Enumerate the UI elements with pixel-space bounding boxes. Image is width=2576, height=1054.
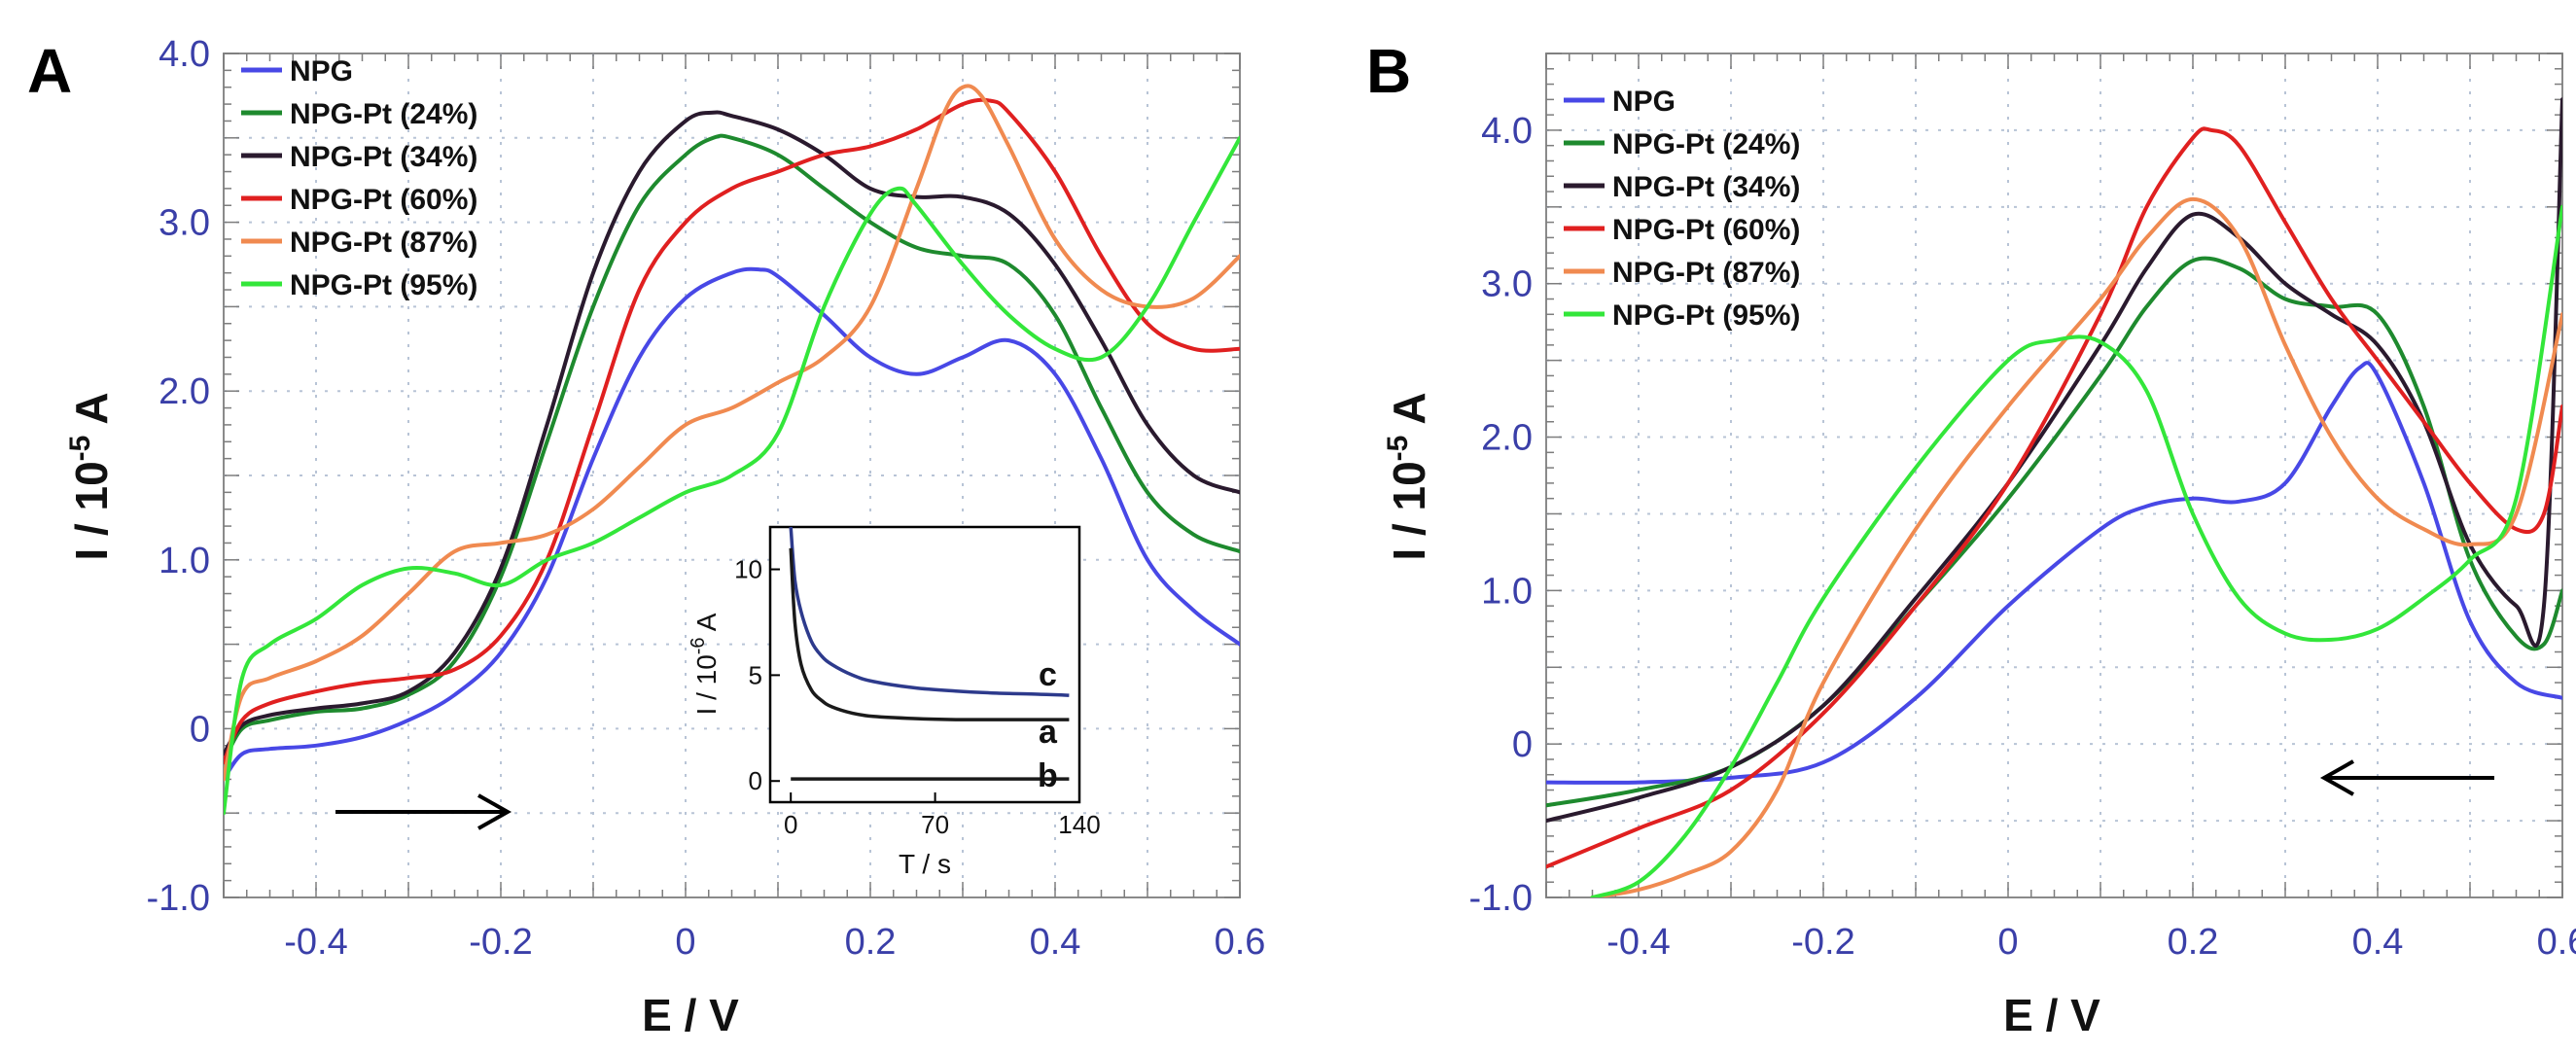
inset-x-tick-label: 0 xyxy=(784,810,797,839)
series-line xyxy=(224,84,1240,782)
x-tick-label: 0 xyxy=(1997,922,2018,963)
x-tick-label: -0.2 xyxy=(469,922,532,963)
y-tick-label: 2.0 xyxy=(159,371,210,412)
legend-label: NPG-Pt (87%) xyxy=(1612,257,1800,289)
x-tick-label: 0.2 xyxy=(845,922,897,963)
legend-label: NPG-Pt (95%) xyxy=(1612,299,1800,332)
series-line xyxy=(224,97,1240,765)
inset-frame xyxy=(768,525,1081,804)
x-tick-label: 0.2 xyxy=(2168,922,2219,963)
legend-label: NPG-Pt (34%) xyxy=(1612,171,1800,203)
inset-series-line xyxy=(789,527,1070,697)
x-axis-label: E / V xyxy=(642,990,739,1040)
legend-label: NPG-Pt (95%) xyxy=(290,269,477,301)
y-tick-label: 4.0 xyxy=(1481,111,1533,152)
legend-label: NPG-Pt (24%) xyxy=(290,98,477,130)
inset-x-axis-label: T / s xyxy=(899,849,951,879)
legend-label: NPG-Pt (24%) xyxy=(1612,128,1800,160)
legend-label: NPG xyxy=(1612,86,1676,118)
y-tick-label: -1.0 xyxy=(147,878,210,919)
series-line xyxy=(224,135,1240,816)
legend: NPG NPG-Pt (24%) NPG-Pt (34%) NPG-Pt (60%) N… xyxy=(241,55,477,301)
series-group xyxy=(1546,97,2562,897)
inset-x-tick-label: 70 xyxy=(921,810,949,839)
legend-label: NPG xyxy=(290,55,353,88)
inset-tick-marks xyxy=(770,568,1080,802)
series-line xyxy=(224,266,1240,782)
y-tick-label: 2.0 xyxy=(1481,418,1533,459)
y-tick-labels: -1.0 0 1.0 2.0 3.0 4.0 xyxy=(1469,111,1533,919)
inset-x-tick-label: 140 xyxy=(1058,810,1100,839)
x-tick-label: 0.4 xyxy=(2352,922,2404,963)
y-tick-label: 3.0 xyxy=(1481,264,1533,305)
inset-y-tick-label: 5 xyxy=(749,660,762,689)
inset-curve-labels: cab xyxy=(1038,656,1058,794)
y-tick-labels: -1.0 0 1.0 2.0 3.0 4.0 xyxy=(147,34,210,919)
panel-a: A -1.0 0 1.0 2.0 3.0 4.0 -0.4 -0.2 0 0.2 0.4 0.6 N… xyxy=(27,34,1265,1040)
x-tick-label: -0.2 xyxy=(1791,922,1854,963)
scan-direction-arrow-left xyxy=(2319,759,2494,796)
x-tick-label: -0.4 xyxy=(284,922,347,963)
y-tick-label: -1.0 xyxy=(1469,878,1533,919)
x-tick-label: 0 xyxy=(675,922,695,963)
series-line xyxy=(1590,196,2562,897)
series-line xyxy=(1546,126,2562,869)
inset-x-tick-labels: 0 70 140 xyxy=(784,810,1101,839)
series-line xyxy=(224,133,1240,765)
y-axis-label: I / 10-5 A xyxy=(1382,392,1434,560)
y-tick-label: 0 xyxy=(1512,724,1533,765)
x-tick-labels: -0.4 -0.2 0 0.2 0.4 0.6 xyxy=(1606,922,2576,963)
inset-curve-label: b xyxy=(1038,757,1058,794)
x-tick-label: -0.4 xyxy=(1606,922,1670,963)
inset-y-axis-label: I / 10-6 A xyxy=(688,613,722,715)
x-tick-label: 0.6 xyxy=(1215,922,1266,963)
inset-chart: 0 5 10 0 70 140 cab T / s I / 10-6 A xyxy=(688,525,1101,879)
inset-y-tick-label: 10 xyxy=(734,555,762,584)
y-tick-label: 1.0 xyxy=(1481,571,1533,612)
y-tick-label: 4.0 xyxy=(159,34,210,75)
inset-series-group xyxy=(789,527,1070,781)
legend-label: NPG-Pt (87%) xyxy=(290,227,477,259)
tick-marks xyxy=(223,53,1241,898)
legend-label: NPG-Pt (60%) xyxy=(290,184,477,216)
x-axis-label: E / V xyxy=(2003,990,2100,1040)
series-line xyxy=(1546,97,2562,824)
legend-label: NPG-Pt (34%) xyxy=(290,141,477,173)
inset-series-line xyxy=(789,547,1070,721)
legend: NPG NPG-Pt (24%) NPG-Pt (34%) NPG-Pt (60%) N… xyxy=(1564,86,1800,332)
panel-b: B -1.0 0 1.0 2.0 3.0 4.0 -0.4 -0.2 0 0.2 0.4 0.6 N… xyxy=(1366,36,2576,1040)
inset-y-tick-label: 0 xyxy=(749,766,762,795)
y-tick-label: 1.0 xyxy=(159,541,210,581)
inset-curve-label: c xyxy=(1039,656,1057,693)
x-tick-label: 0.4 xyxy=(1030,922,1081,963)
series-line xyxy=(1590,204,2562,897)
inset-y-tick-labels: 0 5 10 xyxy=(734,555,762,796)
series-line xyxy=(224,110,1240,756)
series-group xyxy=(224,84,1240,816)
y-axis-label: I / 10-5 A xyxy=(64,392,117,560)
y-tick-label: 3.0 xyxy=(159,203,210,244)
x-tick-label: 0.6 xyxy=(2537,922,2576,963)
x-tick-labels: -0.4 -0.2 0 0.2 0.4 0.6 xyxy=(284,922,1265,963)
series-line xyxy=(1546,361,2562,785)
scan-direction-arrow-right xyxy=(335,793,512,830)
y-tick-label: 0 xyxy=(190,709,210,750)
legend-label: NPG-Pt (60%) xyxy=(1612,214,1800,246)
panel-label-b: B xyxy=(1366,36,1411,106)
panel-label-a: A xyxy=(27,36,72,106)
inset-curve-label: a xyxy=(1039,714,1058,751)
